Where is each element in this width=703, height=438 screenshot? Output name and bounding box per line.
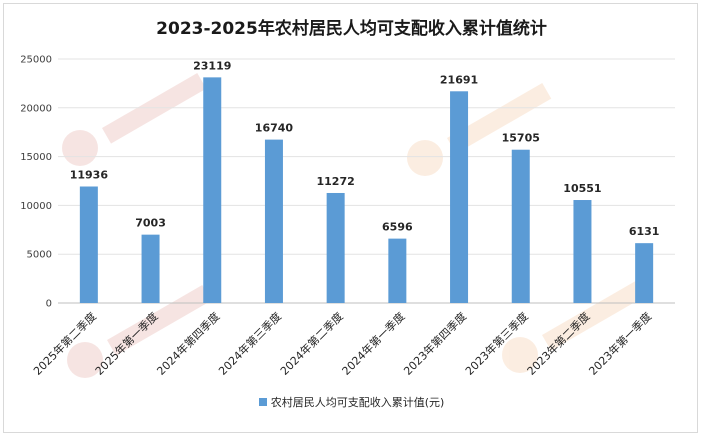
data-labels: 11936 7003 23119 16740 11272 6596 21691 15705 10… bbox=[70, 59, 660, 238]
legend: 农村居民人均可支配收入累计值(元) bbox=[0, 394, 703, 410]
x-axis: 2025年第二季度2025年第一季度2024年第四季度2024年第三季度2024… bbox=[30, 309, 654, 378]
x-tick-label: 2023年第二季度 bbox=[524, 309, 593, 378]
x-tick-label: 2024年第三季度 bbox=[215, 309, 284, 378]
x-tick-label: 2024年第一季度 bbox=[339, 309, 408, 378]
x-tick-label: 2025年第一季度 bbox=[92, 309, 161, 378]
x-tick-label: 2024年第四季度 bbox=[154, 309, 223, 378]
x-tick-label: 2023年第四季度 bbox=[401, 309, 470, 378]
data-label: 11936 bbox=[70, 169, 109, 182]
y-tick-label: 10000 bbox=[20, 201, 52, 212]
gridlines bbox=[58, 58, 675, 304]
y-tick-label: 0 bbox=[46, 299, 52, 310]
bar bbox=[635, 243, 654, 303]
bar bbox=[79, 186, 98, 303]
legend-swatch bbox=[258, 398, 267, 406]
data-label: 6131 bbox=[629, 225, 660, 238]
data-label: 16740 bbox=[255, 122, 294, 135]
bar bbox=[388, 238, 407, 303]
watermark-logo-4 bbox=[502, 280, 647, 373]
legend-label: 农村居民人均可支配收入累计值(元) bbox=[270, 396, 445, 409]
chart-title: 2023-2025年农村居民人均可支配收入累计值统计 bbox=[156, 19, 547, 39]
y-axis: 0 5000 10000 15000 20000 25000 bbox=[20, 55, 52, 310]
bar bbox=[326, 192, 345, 303]
data-label: 11272 bbox=[317, 175, 355, 188]
y-tick-label: 25000 bbox=[20, 55, 52, 66]
data-label: 15705 bbox=[502, 132, 540, 145]
x-tick-label: 2023年第三季度 bbox=[462, 309, 531, 378]
bar bbox=[450, 91, 469, 303]
y-tick-label: 15000 bbox=[20, 152, 52, 163]
data-label: 10551 bbox=[563, 182, 601, 195]
bar bbox=[141, 234, 160, 303]
bars bbox=[79, 77, 654, 304]
bar bbox=[511, 149, 530, 303]
bar bbox=[573, 200, 592, 303]
y-tick-label: 5000 bbox=[27, 250, 52, 261]
data-label: 23119 bbox=[193, 59, 231, 72]
x-tick-label: 2024年第二季度 bbox=[277, 309, 346, 378]
bar bbox=[203, 77, 222, 304]
x-tick-label: 2023年第一季度 bbox=[586, 309, 655, 378]
data-label: 6596 bbox=[382, 221, 413, 234]
y-tick-label: 20000 bbox=[20, 103, 52, 114]
bar bbox=[264, 139, 283, 303]
data-label: 7003 bbox=[135, 217, 166, 230]
data-label: 21691 bbox=[440, 73, 478, 86]
watermark-logo-2 bbox=[407, 83, 552, 176]
x-tick-label: 2025年第二季度 bbox=[30, 309, 99, 378]
